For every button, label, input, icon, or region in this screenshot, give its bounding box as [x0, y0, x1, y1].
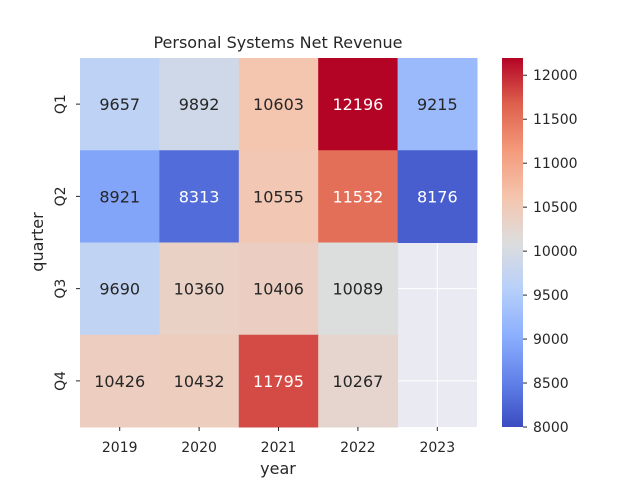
cell-value-label: 10360	[174, 280, 225, 299]
heatmap-cell	[159, 242, 240, 336]
y-tick-label: Q3	[53, 279, 69, 299]
cell-value-label: 10603	[253, 95, 304, 114]
cell-value-label: 11795	[253, 372, 304, 391]
cell-value-label: 10555	[253, 187, 304, 206]
heatmap-cell	[238, 150, 319, 243]
x-tick-label: 2022	[340, 440, 376, 456]
heatmap-cell	[318, 334, 399, 428]
heatmap-cell	[318, 242, 399, 336]
cell-value-label: 10426	[94, 372, 145, 391]
x-tick-label: 2019	[102, 440, 138, 456]
x-tick-label: 2021	[261, 440, 297, 456]
cell-value-label: 10267	[332, 372, 383, 391]
colorbar-tick-label: 8500	[533, 376, 569, 392]
colorbar-tick-label: 11000	[533, 156, 578, 172]
x-tick-label: 2023	[419, 440, 455, 456]
cell-value-label: 8176	[417, 187, 458, 206]
heatmap-cell	[159, 334, 240, 428]
heatmap-cell	[318, 58, 399, 151]
colorbar-tick-label: 10500	[533, 200, 578, 216]
colorbar-tick-label: 11500	[533, 112, 578, 128]
colorbar-tick-label: 10000	[533, 244, 578, 260]
x-axis-label: year	[260, 459, 296, 478]
x-tick-label: 2020	[181, 440, 217, 456]
heatmap-cell	[238, 242, 319, 336]
cell-value-label: 10406	[253, 280, 304, 299]
colorbar-tick-label: 8000	[533, 420, 569, 436]
cell-value-label: 11532	[332, 187, 383, 206]
heatmap-cell	[80, 334, 160, 428]
cell-value-label: 8313	[179, 187, 220, 206]
heatmap-cell	[318, 150, 399, 243]
colorbar-tick-label: 9000	[533, 332, 569, 348]
heatmap-cell	[397, 58, 478, 151]
cell-value-label: 9215	[417, 95, 458, 114]
heatmap-cell	[80, 150, 160, 243]
cell-value-label: 10432	[174, 372, 225, 391]
cell-value-label: 12196	[332, 95, 383, 114]
heatmap-cell	[80, 242, 160, 336]
heatmap-cell	[159, 150, 240, 243]
heatmap-cell	[397, 150, 478, 243]
heatmap-area: 9657 9892 10603 12196 9215 8921 8313 10555 11532…	[53, 58, 478, 456]
chart-title: Personal Systems Net Revenue	[153, 33, 402, 52]
cell-value-label: 9892	[179, 95, 220, 114]
y-axis-label: quarter	[28, 212, 47, 272]
heatmap-cell	[159, 58, 240, 151]
colorbar-tick-label: 12000	[533, 68, 578, 84]
y-tick-label: Q1	[53, 94, 69, 114]
y-tick-label: Q2	[53, 186, 69, 206]
heatmap-cell	[238, 58, 319, 151]
colorbar-gradient	[502, 58, 523, 427]
cell-value-label: 9690	[99, 280, 140, 299]
cell-value-label: 10089	[332, 280, 383, 299]
heatmap-cell	[238, 334, 319, 428]
colorbar-tick-label: 9500	[533, 288, 569, 304]
cell-value-label: 8921	[99, 187, 140, 206]
colorbar: 8000 8500 9000 9500 10000 10500 11000 11500 1200…	[502, 58, 578, 436]
cell-value-label: 9657	[99, 95, 140, 114]
y-tick-label: Q4	[53, 371, 69, 391]
heatmap-cell	[80, 58, 160, 151]
